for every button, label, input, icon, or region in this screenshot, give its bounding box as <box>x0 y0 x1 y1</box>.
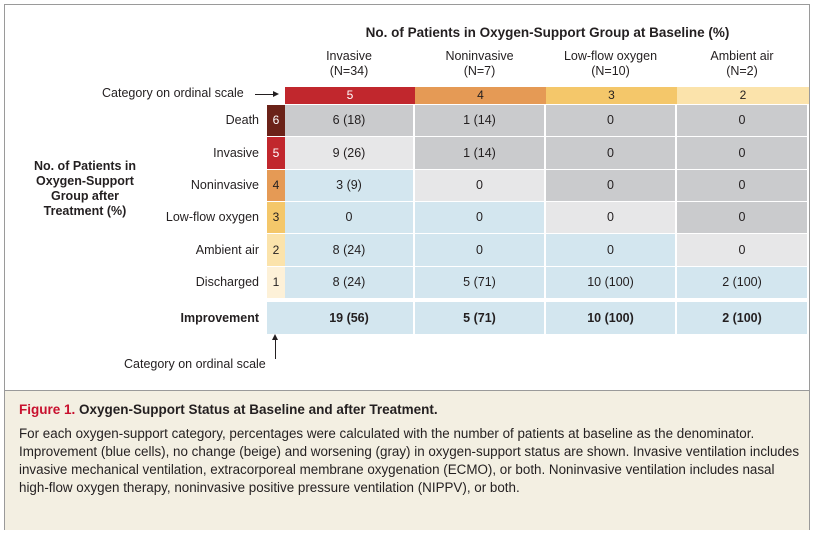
column-header: Ambient air (N=2) <box>677 49 807 79</box>
table-cell: 1 (14) <box>415 137 544 169</box>
column-count: (N=2) <box>726 64 758 78</box>
row-category-box: 6 <box>267 105 285 136</box>
baseline-category-cell: 2 <box>677 87 809 104</box>
table-cell: 0 <box>415 234 544 266</box>
column-header: Invasive (N=34) <box>284 49 414 79</box>
row-label: Invasive <box>213 146 259 160</box>
table-cell: 0 <box>546 170 675 201</box>
column-count: (N=34) <box>329 64 369 78</box>
table-cell: 0 <box>677 170 807 201</box>
arrow-up-icon <box>272 334 278 359</box>
row-category-box: 4 <box>267 170 285 201</box>
table-cell: 9 (26) <box>285 137 413 169</box>
ordinal-label-top: Category on ordinal scale <box>102 86 244 100</box>
column-header: Low-flow oxygen (N=10) <box>546 49 676 79</box>
table-cell: 10 (100) <box>546 267 675 298</box>
table-cell: 6 (18) <box>285 105 413 136</box>
table-cell: 0 <box>546 202 675 233</box>
figure-frame: No. of Patients in Oxygen-Support Group … <box>4 4 810 530</box>
column-name: Noninvasive <box>445 49 514 63</box>
column-count: (N=7) <box>463 64 496 78</box>
column-header: Noninvasive (N=7) <box>415 49 545 79</box>
figure-number: Figure 1. <box>19 402 76 417</box>
row-label: Death <box>225 113 259 127</box>
table-cell: 2 (100) <box>677 267 807 298</box>
improvement-cell: 2 (100) <box>677 302 807 334</box>
caption-heading: Oxygen-Support Status at Baseline and af… <box>79 402 438 417</box>
ordinal-label-bottom: Category on ordinal scale <box>124 357 266 371</box>
table-cell: 3 (9) <box>285 170 413 201</box>
row-label: Noninvasive <box>190 178 259 192</box>
improvement-label: Improvement <box>180 311 260 325</box>
table-cell: 0 <box>546 137 675 169</box>
table-cell: 0 <box>415 202 544 233</box>
table-cell: 8 (24) <box>285 234 413 266</box>
column-count: (N=10) <box>591 64 630 78</box>
improvement-box <box>267 302 285 334</box>
caption-panel <box>5 390 809 530</box>
row-category-box: 3 <box>267 202 285 233</box>
baseline-category-cell: 4 <box>415 87 546 104</box>
table-cell: 0 <box>415 170 544 201</box>
column-name: Ambient air <box>710 49 774 63</box>
improvement-cell: 5 (71) <box>415 302 544 334</box>
table-cell: 0 <box>677 234 807 266</box>
improvement-cell: 19 (56) <box>285 302 413 334</box>
table-cell: 1 (14) <box>415 105 544 136</box>
table-cell: 0 <box>546 234 675 266</box>
arrow-right-icon <box>255 91 279 97</box>
row-label: Ambient air <box>195 243 259 257</box>
row-category-box: 1 <box>267 267 285 298</box>
caption-title: Figure 1. Oxygen-Support Status at Basel… <box>19 402 438 417</box>
baseline-category-cell: 3 <box>546 87 677 104</box>
improvement-cell: 10 (100) <box>546 302 675 334</box>
column-name: Low-flow oxygen <box>563 49 658 63</box>
left-axis-label: No. of Patients in Oxygen-Support Group … <box>33 159 137 218</box>
row-category-box: 2 <box>267 234 285 266</box>
table-cell: 0 <box>677 202 807 233</box>
table-cell: 5 (71) <box>415 267 544 298</box>
row-category-box: 5 <box>267 137 285 169</box>
table-cell: 0 <box>546 105 675 136</box>
row-label: Discharged <box>195 275 259 289</box>
column-name: Invasive <box>326 49 372 63</box>
row-label: Low-flow oxygen <box>165 210 259 224</box>
figure-title: No. of Patients in Oxygen-Support Group … <box>365 25 730 40</box>
caption-text: For each oxygen-support category, percen… <box>19 426 800 495</box>
table-cell: 0 <box>677 105 807 136</box>
table-cell: 8 (24) <box>285 267 413 298</box>
table-cell: 0 <box>285 202 413 233</box>
table-cell: 0 <box>677 137 807 169</box>
baseline-category-cell: 5 <box>285 87 415 104</box>
